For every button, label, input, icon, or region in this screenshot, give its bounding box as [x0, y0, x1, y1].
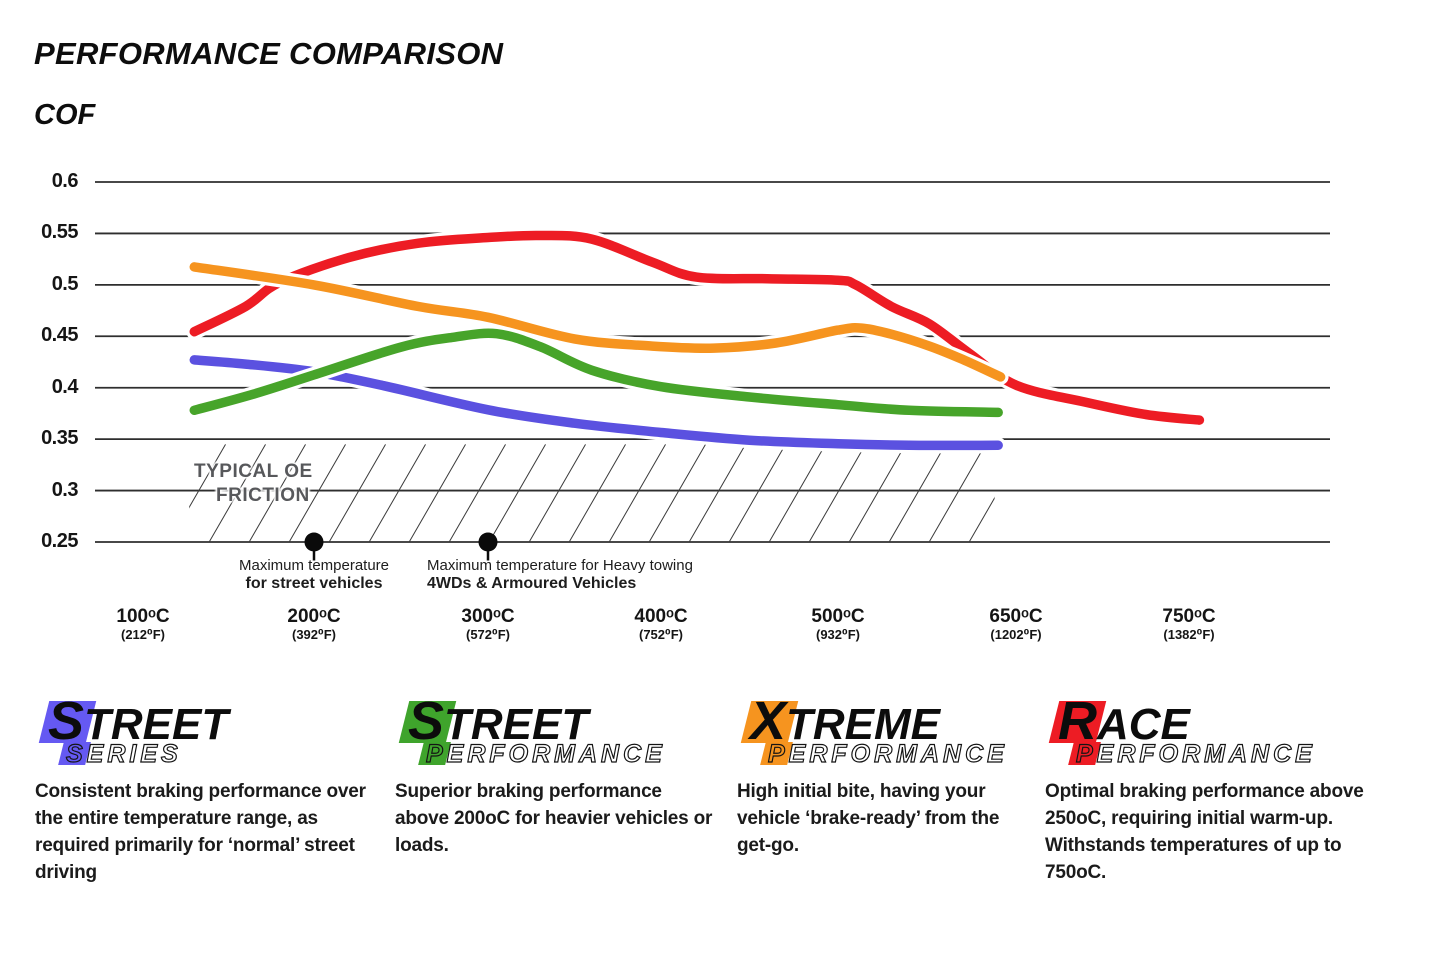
x-tick-label: 100ᵒC (212⁰F) [116, 606, 170, 643]
legend-description: Superior braking performance above 200oC… [395, 781, 713, 856]
x-tick-fahrenheit: (932⁰F) [816, 627, 860, 642]
hatch-line [408, 444, 467, 542]
typical-oe-friction-label: TYPICAL OE FRICTION [194, 460, 313, 508]
x-tick-fahrenheit: (1202⁰F) [990, 627, 1042, 642]
hatch-line [888, 444, 947, 542]
hatch-line [808, 444, 867, 542]
hatch-line [189, 444, 227, 509]
x-tick-fahrenheit: (1382⁰F) [1163, 627, 1215, 642]
legend-street-performance: STREET PERFORMANCE Superior braking perf… [395, 692, 720, 856]
brand-subtitle: PERFORMANCE [767, 740, 1008, 768]
x-tick-fahrenheit: (392⁰F) [292, 627, 336, 642]
x-tick-celsius: 400ᵒC [634, 606, 688, 627]
legend-description: Optimal braking performance above 250oC,… [1045, 781, 1364, 883]
hatch-line [528, 444, 587, 542]
x-tick-celsius: 650ᵒC [989, 606, 1043, 627]
hatch-line [248, 444, 307, 542]
hatch-line [129, 444, 185, 542]
y-tick-label: 0.55 [41, 221, 78, 244]
annotation-line2: for street vehicles [245, 575, 383, 592]
annotation-max-temp-street: Maximum temperature for street vehicles [239, 557, 389, 593]
brand-initial: X [750, 691, 787, 751]
hatch-line [488, 444, 547, 542]
hatch-line [848, 444, 907, 542]
legend-street-series: STREET SERIES Consistent braking perform… [35, 692, 380, 883]
hatch-line [368, 444, 427, 542]
brand-subtitle: PERFORMANCE [425, 740, 666, 768]
brand-initial: S [408, 691, 445, 751]
x-tick-label: 300ᵒC (572⁰F) [461, 606, 515, 643]
cof-line-chart [95, 181, 1330, 561]
legend-race-performance: RACE PERFORMANCE Optimal braking perform… [1045, 692, 1375, 883]
brand-word: STREET [408, 691, 589, 751]
annotation-line1: Maximum temperature [238, 557, 390, 574]
xtreme-performance-logo: XTREME PERFORMANCE [737, 692, 1025, 778]
street-series-logo: STREET SERIES [35, 692, 380, 778]
x-tick-label: 200ᵒC (392⁰F) [287, 606, 341, 643]
y-tick-label: 0.5 [51, 272, 79, 295]
y-axis-title: COF [34, 99, 96, 131]
street-performance-logo: STREET PERFORMANCE [395, 692, 720, 778]
hatch-line [328, 444, 387, 542]
x-tick-fahrenheit: (752⁰F) [639, 627, 683, 642]
x-tick-celsius: 750ᵒC [1162, 606, 1216, 627]
brand-subtitle: SERIES [65, 740, 182, 768]
curve-xtreme-performance [189, 262, 1006, 382]
x-tick-label: 650ᵒC (1202⁰F) [989, 606, 1043, 643]
annotation-max-temp-heavy-towing: Maximum temperature for Heavy towing 4WD… [427, 557, 693, 593]
y-tick-label: 0.45 [41, 324, 78, 347]
curve-street-performance [189, 328, 1003, 418]
legend-description: High initial bite, having your vehicle ‘… [737, 781, 1000, 856]
x-tick-celsius: 300ᵒC [461, 606, 515, 627]
x-tick-celsius: 200ᵒC [287, 606, 341, 627]
annotation-dot-1 [478, 532, 498, 552]
legend-xtreme-performance: XTREME PERFORMANCE High initial bite, ha… [737, 692, 1025, 856]
x-tick-label: 750ᵒC (1382⁰F) [1162, 606, 1216, 643]
oe-label-line2: FRICTION [216, 485, 310, 506]
curve-race-performance [189, 230, 1205, 425]
hatch-line [968, 496, 995, 542]
y-tick-label: 0.4 [51, 375, 79, 398]
x-tick-celsius: 500ᵒC [811, 606, 865, 627]
hatch-line [208, 444, 267, 542]
hatch-line [448, 444, 507, 542]
hatch-line [688, 444, 747, 542]
y-tick-label: 0.35 [41, 427, 78, 450]
hatch-line [568, 444, 627, 542]
hatch-line [768, 444, 827, 542]
annotation-line2: 4WDs & Armoured Vehicles [427, 575, 637, 592]
x-tick-label: 500ᵒC (932⁰F) [811, 606, 865, 643]
brand-word: RACE [1058, 691, 1190, 751]
y-tick-label: 0.3 [51, 478, 79, 501]
x-tick-fahrenheit: (572⁰F) [466, 627, 510, 642]
y-tick-label: 0.6 [51, 170, 79, 192]
y-tick-label: 0.25 [41, 530, 78, 552]
oe-label-line1: TYPICAL OE [194, 461, 313, 482]
hatch-line [608, 444, 667, 542]
brand-initial: S [48, 691, 85, 751]
x-tick-fahrenheit: (212⁰F) [121, 627, 165, 642]
page-title: PERFORMANCE COMPARISON [34, 36, 504, 71]
brand-subtitle: PERFORMANCE [1075, 740, 1316, 768]
hatch-line [288, 444, 347, 542]
brand-word: XTREME [750, 691, 941, 751]
annotation-dot-0 [304, 532, 324, 552]
hatch-line [728, 444, 787, 542]
x-tick-label: 400ᵒC (752⁰F) [634, 606, 688, 643]
legend-description: Consistent braking performance over the … [35, 781, 366, 883]
annotation-line1: Maximum temperature for Heavy towing [427, 557, 693, 574]
brand-initial: R [1058, 691, 1097, 751]
race-performance-logo: RACE PERFORMANCE [1045, 692, 1375, 778]
hatch-line [648, 444, 707, 542]
oe-friction-hatch-zone [129, 444, 995, 542]
x-tick-celsius: 100ᵒC [116, 606, 170, 627]
brand-word: STREET [48, 691, 229, 751]
hatch-line [928, 444, 987, 542]
